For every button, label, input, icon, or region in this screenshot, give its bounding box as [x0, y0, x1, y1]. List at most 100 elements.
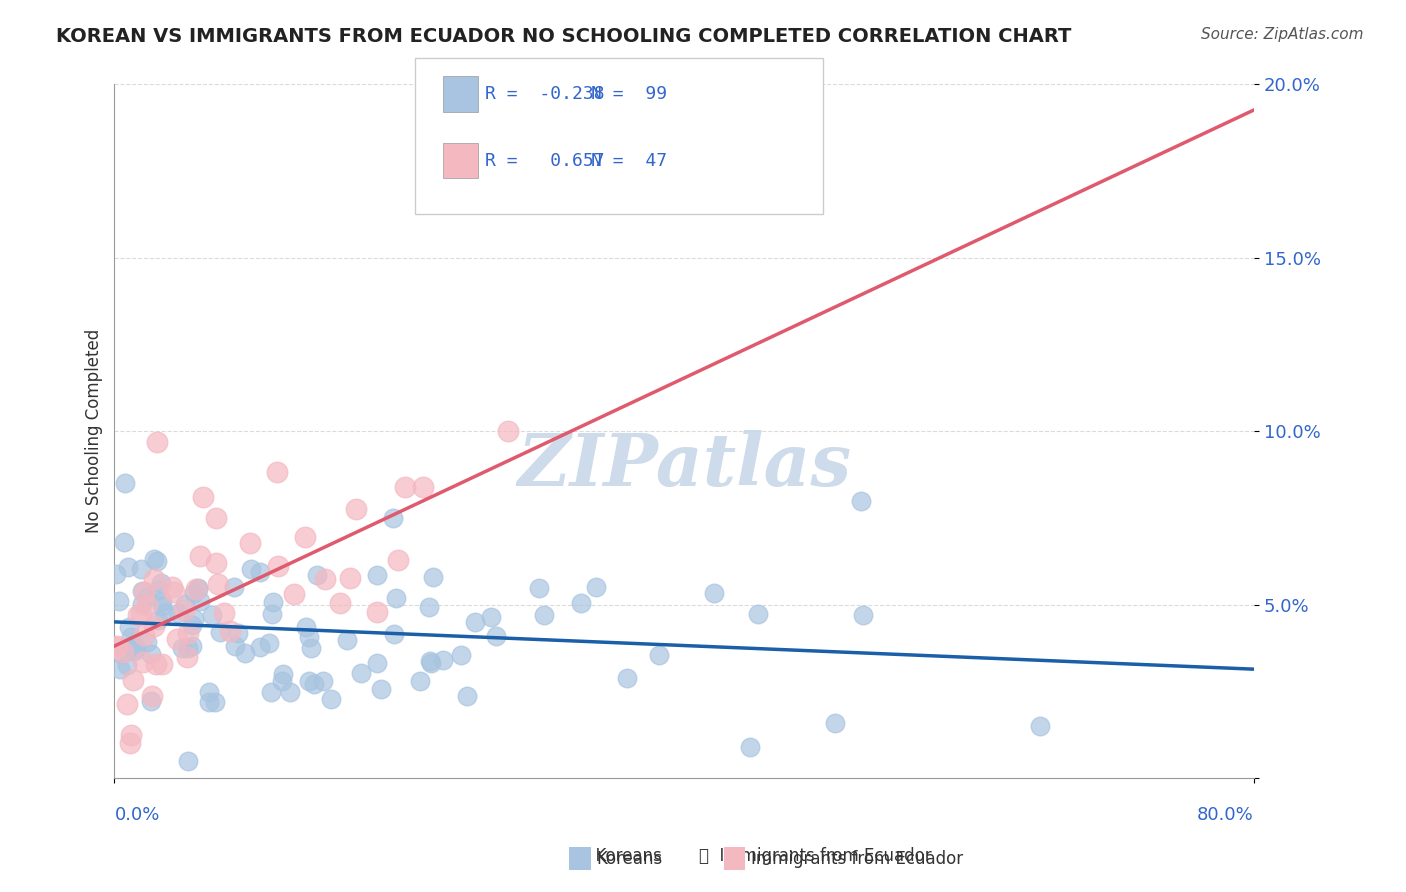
Point: [280, 685, 302, 699]
Point: [131, 655, 153, 669]
Text: R =   0.657: R = 0.657: [485, 152, 605, 169]
Point: [616, 671, 638, 685]
Point: [150, 594, 173, 608]
Point: [382, 511, 405, 525]
Point: [120, 630, 142, 644]
Point: [464, 615, 486, 629]
Text: Koreans: Koreans: [596, 849, 662, 868]
Point: [228, 626, 250, 640]
Point: [312, 674, 335, 689]
Point: [136, 598, 159, 612]
Point: [273, 667, 295, 681]
Point: [166, 632, 188, 647]
Point: [139, 647, 162, 661]
Point: [142, 619, 165, 633]
Point: [141, 689, 163, 703]
Point: [114, 476, 136, 491]
Point: [122, 644, 145, 658]
Point: [384, 591, 406, 606]
Point: [177, 626, 200, 640]
Point: [485, 629, 508, 643]
Point: [262, 595, 284, 609]
Point: [122, 673, 145, 688]
Point: [852, 607, 875, 622]
Point: [222, 580, 245, 594]
Point: [145, 657, 167, 672]
Point: [188, 593, 211, 607]
Point: [105, 639, 128, 653]
Point: [135, 635, 157, 649]
Point: [412, 480, 434, 494]
Point: [648, 648, 671, 663]
Point: [450, 648, 472, 662]
Text: ZIPatlas: ZIPatlas: [517, 431, 851, 501]
Point: [366, 656, 388, 670]
Point: [350, 666, 373, 681]
Point: [366, 605, 388, 619]
Point: [170, 640, 193, 655]
Point: [298, 630, 321, 644]
Point: [125, 641, 148, 656]
Point: [120, 736, 142, 750]
Point: [146, 583, 169, 598]
Point: [146, 434, 169, 449]
Point: [111, 648, 134, 662]
Point: [112, 645, 135, 659]
Point: [533, 608, 555, 623]
Point: [198, 695, 221, 709]
Point: [432, 653, 454, 667]
Point: [188, 549, 211, 564]
Point: [569, 596, 592, 610]
Point: [456, 689, 478, 703]
Point: [344, 501, 367, 516]
Point: [394, 480, 416, 494]
Point: [418, 600, 440, 615]
Point: [218, 624, 240, 639]
Point: [120, 728, 142, 742]
Text: 🔴  Immigrants from Ecuador: 🔴 Immigrants from Ecuador: [699, 847, 932, 865]
Point: [295, 620, 318, 634]
Point: [849, 493, 872, 508]
Point: [197, 684, 219, 698]
Point: [419, 656, 441, 670]
Point: [239, 536, 262, 550]
Point: [270, 673, 292, 688]
Point: [181, 639, 204, 653]
Point: [298, 673, 321, 688]
Point: [321, 691, 343, 706]
Point: [127, 607, 149, 622]
Point: [260, 685, 283, 699]
Point: [104, 640, 127, 654]
Point: [422, 570, 444, 584]
Text: KOREAN VS IMMIGRANTS FROM ECUADOR NO SCHOOLING COMPLETED CORRELATION CHART: KOREAN VS IMMIGRANTS FROM ECUADOR NO SCH…: [56, 27, 1071, 45]
Point: [134, 628, 156, 642]
Point: [339, 571, 361, 585]
Point: [167, 606, 190, 620]
Point: [249, 565, 271, 579]
Point: [146, 613, 169, 627]
Point: [129, 607, 152, 621]
Point: [1029, 719, 1052, 733]
Point: [304, 677, 326, 691]
Point: [305, 568, 328, 582]
Point: [163, 584, 186, 599]
Point: [131, 597, 153, 611]
Point: [212, 606, 235, 620]
Point: [191, 490, 214, 504]
Point: [529, 581, 551, 595]
Text: 🔵  Koreans: 🔵 Koreans: [575, 847, 662, 865]
Point: [150, 599, 173, 614]
Point: [262, 607, 284, 622]
Point: [112, 535, 135, 549]
Point: [382, 627, 405, 641]
Point: [150, 657, 173, 672]
Point: [224, 639, 246, 653]
Text: 80.0%: 80.0%: [1198, 805, 1254, 823]
Point: [117, 697, 139, 711]
Point: [150, 576, 173, 591]
Point: [703, 586, 725, 600]
Point: [173, 597, 195, 611]
Point: [419, 654, 441, 668]
Point: [143, 552, 166, 566]
Point: [134, 585, 156, 599]
